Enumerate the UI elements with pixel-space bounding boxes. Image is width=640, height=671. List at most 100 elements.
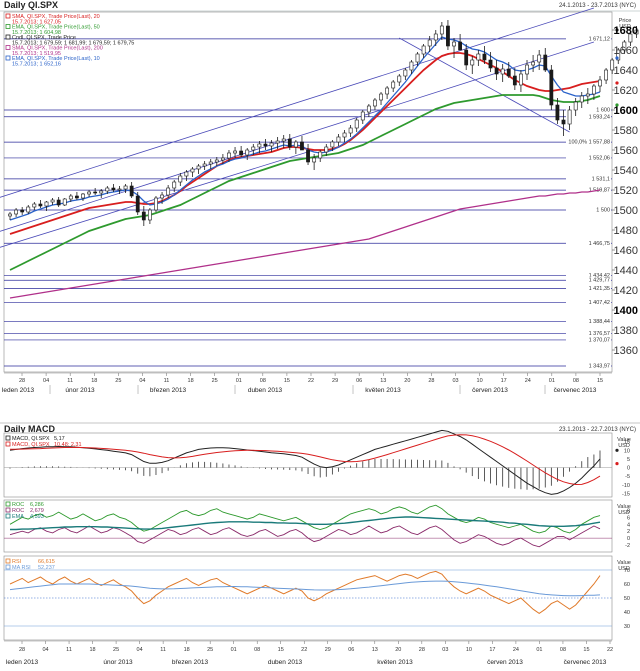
- roc-ema-line: [10, 516, 601, 531]
- legend-value: 15.7.2013; 1 519,95: [12, 51, 61, 57]
- date-day-label: 28: [19, 378, 25, 384]
- price-y-tick-label: 1580: [614, 125, 638, 137]
- date-day-label: 10: [477, 378, 483, 384]
- candle-body: [38, 203, 43, 207]
- rsi-y-tick-label: 60: [624, 582, 630, 588]
- candle-body: [427, 39, 432, 47]
- candle-body: [330, 141, 335, 148]
- date-month-label: duben 2013: [248, 387, 283, 394]
- date-month-label: červenec 2013: [554, 387, 597, 394]
- roc-legend-value: 4,593: [30, 514, 44, 520]
- date-day-label: 11: [164, 378, 170, 384]
- bottom-date-month-label: duben 2013: [268, 659, 303, 666]
- candle-body: [324, 146, 329, 153]
- bottom-date-day-label: 08: [254, 647, 260, 653]
- candle-body: [178, 175, 183, 183]
- bottom-date-day-label: 13: [372, 647, 378, 653]
- level-label-bg: [566, 175, 611, 182]
- candle-body: [26, 206, 31, 213]
- macd-y-tick-label: 15: [624, 440, 630, 446]
- candle-body: [488, 59, 493, 69]
- candle-body: [123, 185, 128, 190]
- date-day-label: 28: [428, 378, 434, 384]
- candle-body: [592, 85, 596, 95]
- bottom-date-day-label: 15: [278, 647, 284, 653]
- bottom-date-day-label: 22: [607, 647, 613, 653]
- macd-legend-value: 5,17: [54, 436, 65, 442]
- roc-legend-name: EMA: [12, 514, 24, 520]
- bottom-date-day-label: 25: [207, 647, 213, 653]
- candle-body: [190, 168, 195, 173]
- price-y-tick-label: 1560: [614, 145, 638, 157]
- level-label: 1 531,1: [592, 176, 610, 182]
- candle-body: [336, 136, 341, 143]
- bottom-date-day-label: 29: [325, 647, 331, 653]
- roc-y-tick-label: -2: [625, 543, 630, 549]
- level-label-bg: [566, 206, 611, 213]
- price-ema-50-line: [9, 94, 601, 271]
- price-date-range: 24.1.2013 - 23.7.2013 (NYC): [559, 3, 636, 9]
- candle-body: [543, 54, 548, 71]
- candle-body: [537, 54, 542, 63]
- candle-body: [300, 141, 304, 151]
- price-ema-10-line: [9, 36, 601, 221]
- legend-name: EMA, QI.SPX, Trade Price(Last), 50: [12, 25, 100, 31]
- candle-body: [312, 157, 317, 163]
- price-y-tick-label: 1500: [614, 205, 638, 217]
- level-label: 1 421,35: [589, 286, 610, 292]
- price-header: [0, 0, 640, 10]
- legend-value: 15.7.2013; 1 604,98: [12, 30, 61, 36]
- rsi-legend-name: RSI: [12, 559, 22, 565]
- level-label: 1 552,06: [589, 155, 610, 161]
- candle-body: [129, 185, 134, 197]
- price-y-tick-label: 1440: [614, 265, 638, 277]
- macd-legend-swatch: [5, 441, 11, 447]
- candle-body: [385, 87, 390, 95]
- date-day-label: 29: [332, 378, 338, 384]
- bottom-date-day-label: 20: [395, 647, 401, 653]
- macd-legend-name: MACD, QI.SPX: [12, 436, 50, 442]
- roc-legend-name: ROC: [12, 508, 24, 514]
- bottom-date-day-label: 10: [466, 647, 472, 653]
- date-day-label: 15: [597, 378, 603, 384]
- roc-legend-swatch: [5, 501, 11, 507]
- candle-body: [391, 81, 396, 89]
- candle-body: [62, 198, 67, 206]
- roc-legend-value: 2,679: [30, 508, 44, 514]
- candle-body: [476, 53, 481, 61]
- rsi-line: [9, 570, 601, 615]
- rsi-legend-swatch: [5, 558, 11, 564]
- price-y-tick-label: 1660: [614, 45, 638, 57]
- level-label: 100,0% 1 557,88: [568, 140, 610, 146]
- candle-body: [160, 194, 164, 199]
- price-y-tick-label: 1520: [614, 185, 638, 197]
- price-y-tick-label: 1680: [614, 25, 638, 37]
- legend-name: Cndl, QI.SPX, Trade Price: [12, 35, 76, 41]
- rsi-y-tick-label: 70: [624, 568, 630, 574]
- candle-body: [366, 105, 371, 113]
- candle-body: [202, 163, 207, 167]
- date-day-label: 13: [380, 378, 386, 384]
- date-day-label: 08: [573, 378, 579, 384]
- bottom-date-day-label: 25: [113, 647, 119, 653]
- bottom-date-month-label: červen 2013: [487, 659, 523, 666]
- roc-y-tick-label: 2: [627, 529, 630, 535]
- candle-body: [147, 209, 152, 221]
- level-label: 1 593,24: [589, 114, 610, 120]
- macd-y-tick-label: -15: [622, 492, 630, 498]
- date-day-label: 01: [236, 378, 242, 384]
- candle-body: [482, 53, 487, 61]
- legend-name: SMA, QI.SPX, Trade Price(Last), 20: [12, 14, 100, 20]
- candle-body: [579, 95, 584, 103]
- level-label: 1 370,07: [589, 337, 610, 343]
- date-month-label: květen 2013: [365, 387, 401, 394]
- candle-body: [379, 93, 383, 101]
- level-label: 1 600: [596, 108, 610, 114]
- candle-body: [208, 161, 213, 165]
- candle-body: [166, 187, 171, 196]
- candle-body: [604, 69, 608, 81]
- rsi-legend-value: 66,615: [38, 559, 55, 565]
- rsi-y-tick-label: 30: [624, 624, 630, 630]
- candle-body: [452, 41, 456, 47]
